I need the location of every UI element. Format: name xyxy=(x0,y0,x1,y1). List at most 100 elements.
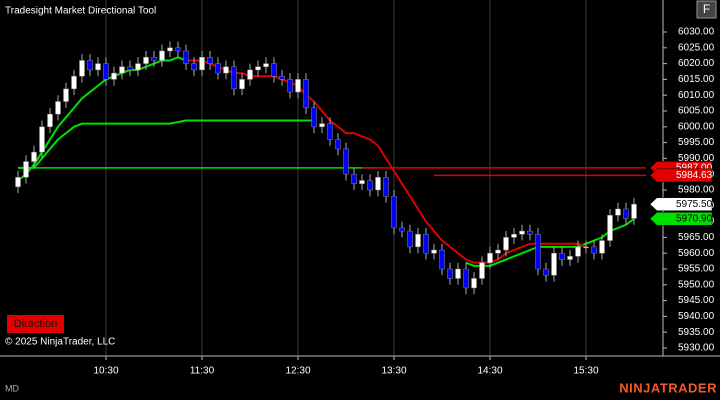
y-tick-label: 5995.00 xyxy=(678,137,715,148)
y-tick-label: 6010.00 xyxy=(678,90,715,101)
x-tick-label: 10:30 xyxy=(93,366,118,377)
direction-button[interactable]: Direction xyxy=(7,315,64,333)
y-tick-label: 5955.00 xyxy=(678,264,715,275)
candle-body xyxy=(287,79,293,93)
candle-body xyxy=(367,180,373,191)
copyright: © 2025 NinjaTrader, LLC xyxy=(5,337,115,348)
x-tick-label: 11:30 xyxy=(190,366,215,377)
candle-body xyxy=(47,113,53,128)
candle-body xyxy=(583,246,589,249)
candle-body xyxy=(551,252,557,276)
candle-body xyxy=(215,63,221,74)
y-tick-label: 5935.00 xyxy=(678,327,715,338)
candle-body xyxy=(351,173,357,184)
x-tick-label: 13:30 xyxy=(381,366,406,377)
candle-body xyxy=(103,63,109,80)
candle-body xyxy=(327,123,333,140)
candle-body xyxy=(631,203,637,219)
candle-body xyxy=(303,79,309,109)
candle-body xyxy=(487,252,493,263)
price-marker xyxy=(649,212,713,226)
candle-body xyxy=(343,148,349,175)
brand: NINJATRADER xyxy=(619,380,717,395)
direction-button-box[interactable] xyxy=(7,315,64,333)
candle-body xyxy=(239,79,245,90)
candle-body xyxy=(111,72,117,80)
y-tick-label: 6005.00 xyxy=(678,106,715,117)
candle-body xyxy=(407,230,413,248)
candle-body xyxy=(63,88,69,102)
candle-body xyxy=(31,151,37,162)
candle-body xyxy=(535,233,541,270)
price-marker-label: 5987.00 xyxy=(676,163,713,174)
candle-body xyxy=(23,161,29,178)
candle-body xyxy=(279,75,285,80)
candle-body xyxy=(311,107,317,128)
y-tick-label: 5940.00 xyxy=(678,311,715,322)
candle-body xyxy=(607,215,613,241)
candle-body xyxy=(591,246,597,254)
price-marker xyxy=(649,197,713,211)
candle-body xyxy=(191,63,197,71)
candle-body xyxy=(359,180,365,184)
x-tick-label: 12:30 xyxy=(285,366,310,377)
price-marker-label: 5970.90 xyxy=(676,213,713,224)
candle-body xyxy=(167,47,173,52)
candle-body xyxy=(135,63,141,71)
candle-body xyxy=(231,66,237,90)
plot xyxy=(15,41,646,295)
candle-body xyxy=(151,57,157,61)
y-tick-label: 5930.00 xyxy=(678,343,715,354)
candle-body xyxy=(511,233,517,238)
candle-body xyxy=(383,177,389,197)
candle-body xyxy=(159,50,165,61)
y-tick-label: 5980.00 xyxy=(678,185,715,196)
y-tick-label: 6000.00 xyxy=(678,121,715,132)
corner-button-label[interactable]: F xyxy=(703,2,710,16)
candle-body xyxy=(575,246,581,257)
candle-body xyxy=(207,57,213,64)
candle-body xyxy=(71,75,77,90)
y-tick-label: 6030.00 xyxy=(678,27,715,38)
indicator-line xyxy=(18,119,314,169)
candle-body xyxy=(399,227,405,232)
candle-body xyxy=(439,249,445,270)
candle-body xyxy=(295,79,301,93)
y-tick-label: 6025.00 xyxy=(678,42,715,53)
candle-body xyxy=(455,268,461,279)
candle-body xyxy=(271,63,277,77)
direction-button-label[interactable]: Direction xyxy=(14,318,57,330)
candle-body xyxy=(79,60,85,77)
candle-body xyxy=(143,57,149,64)
candle-body xyxy=(127,66,133,71)
y-tick-label: 6015.00 xyxy=(678,74,715,85)
corner-button[interactable]: F xyxy=(696,0,717,19)
candle-body xyxy=(39,126,45,153)
candle-body xyxy=(471,278,477,289)
candle-body xyxy=(391,196,397,229)
price-marker-label: 5975.50 xyxy=(676,199,713,210)
candle-body xyxy=(255,66,261,71)
candle-body xyxy=(223,66,229,74)
y-tick-label: 5960.00 xyxy=(678,248,715,259)
candle-body xyxy=(119,66,125,74)
candle-body xyxy=(527,230,533,235)
candle-body xyxy=(431,249,437,254)
corner-button-box[interactable] xyxy=(696,0,717,19)
candle-body xyxy=(183,50,189,64)
candle-body xyxy=(263,63,269,68)
candle-body xyxy=(543,268,549,276)
price-marker xyxy=(649,168,713,183)
candle-body xyxy=(503,237,509,251)
candle-body xyxy=(447,268,453,279)
x-tick-label: 14:30 xyxy=(477,366,502,377)
candle-body xyxy=(519,230,525,235)
candle-body xyxy=(623,208,629,219)
candle-body xyxy=(55,101,61,115)
candle-body xyxy=(415,233,421,248)
candle-body xyxy=(567,256,573,260)
candle-body xyxy=(479,262,485,279)
panel-label: MD xyxy=(5,383,19,393)
y-tick-label: 6020.00 xyxy=(678,58,715,69)
